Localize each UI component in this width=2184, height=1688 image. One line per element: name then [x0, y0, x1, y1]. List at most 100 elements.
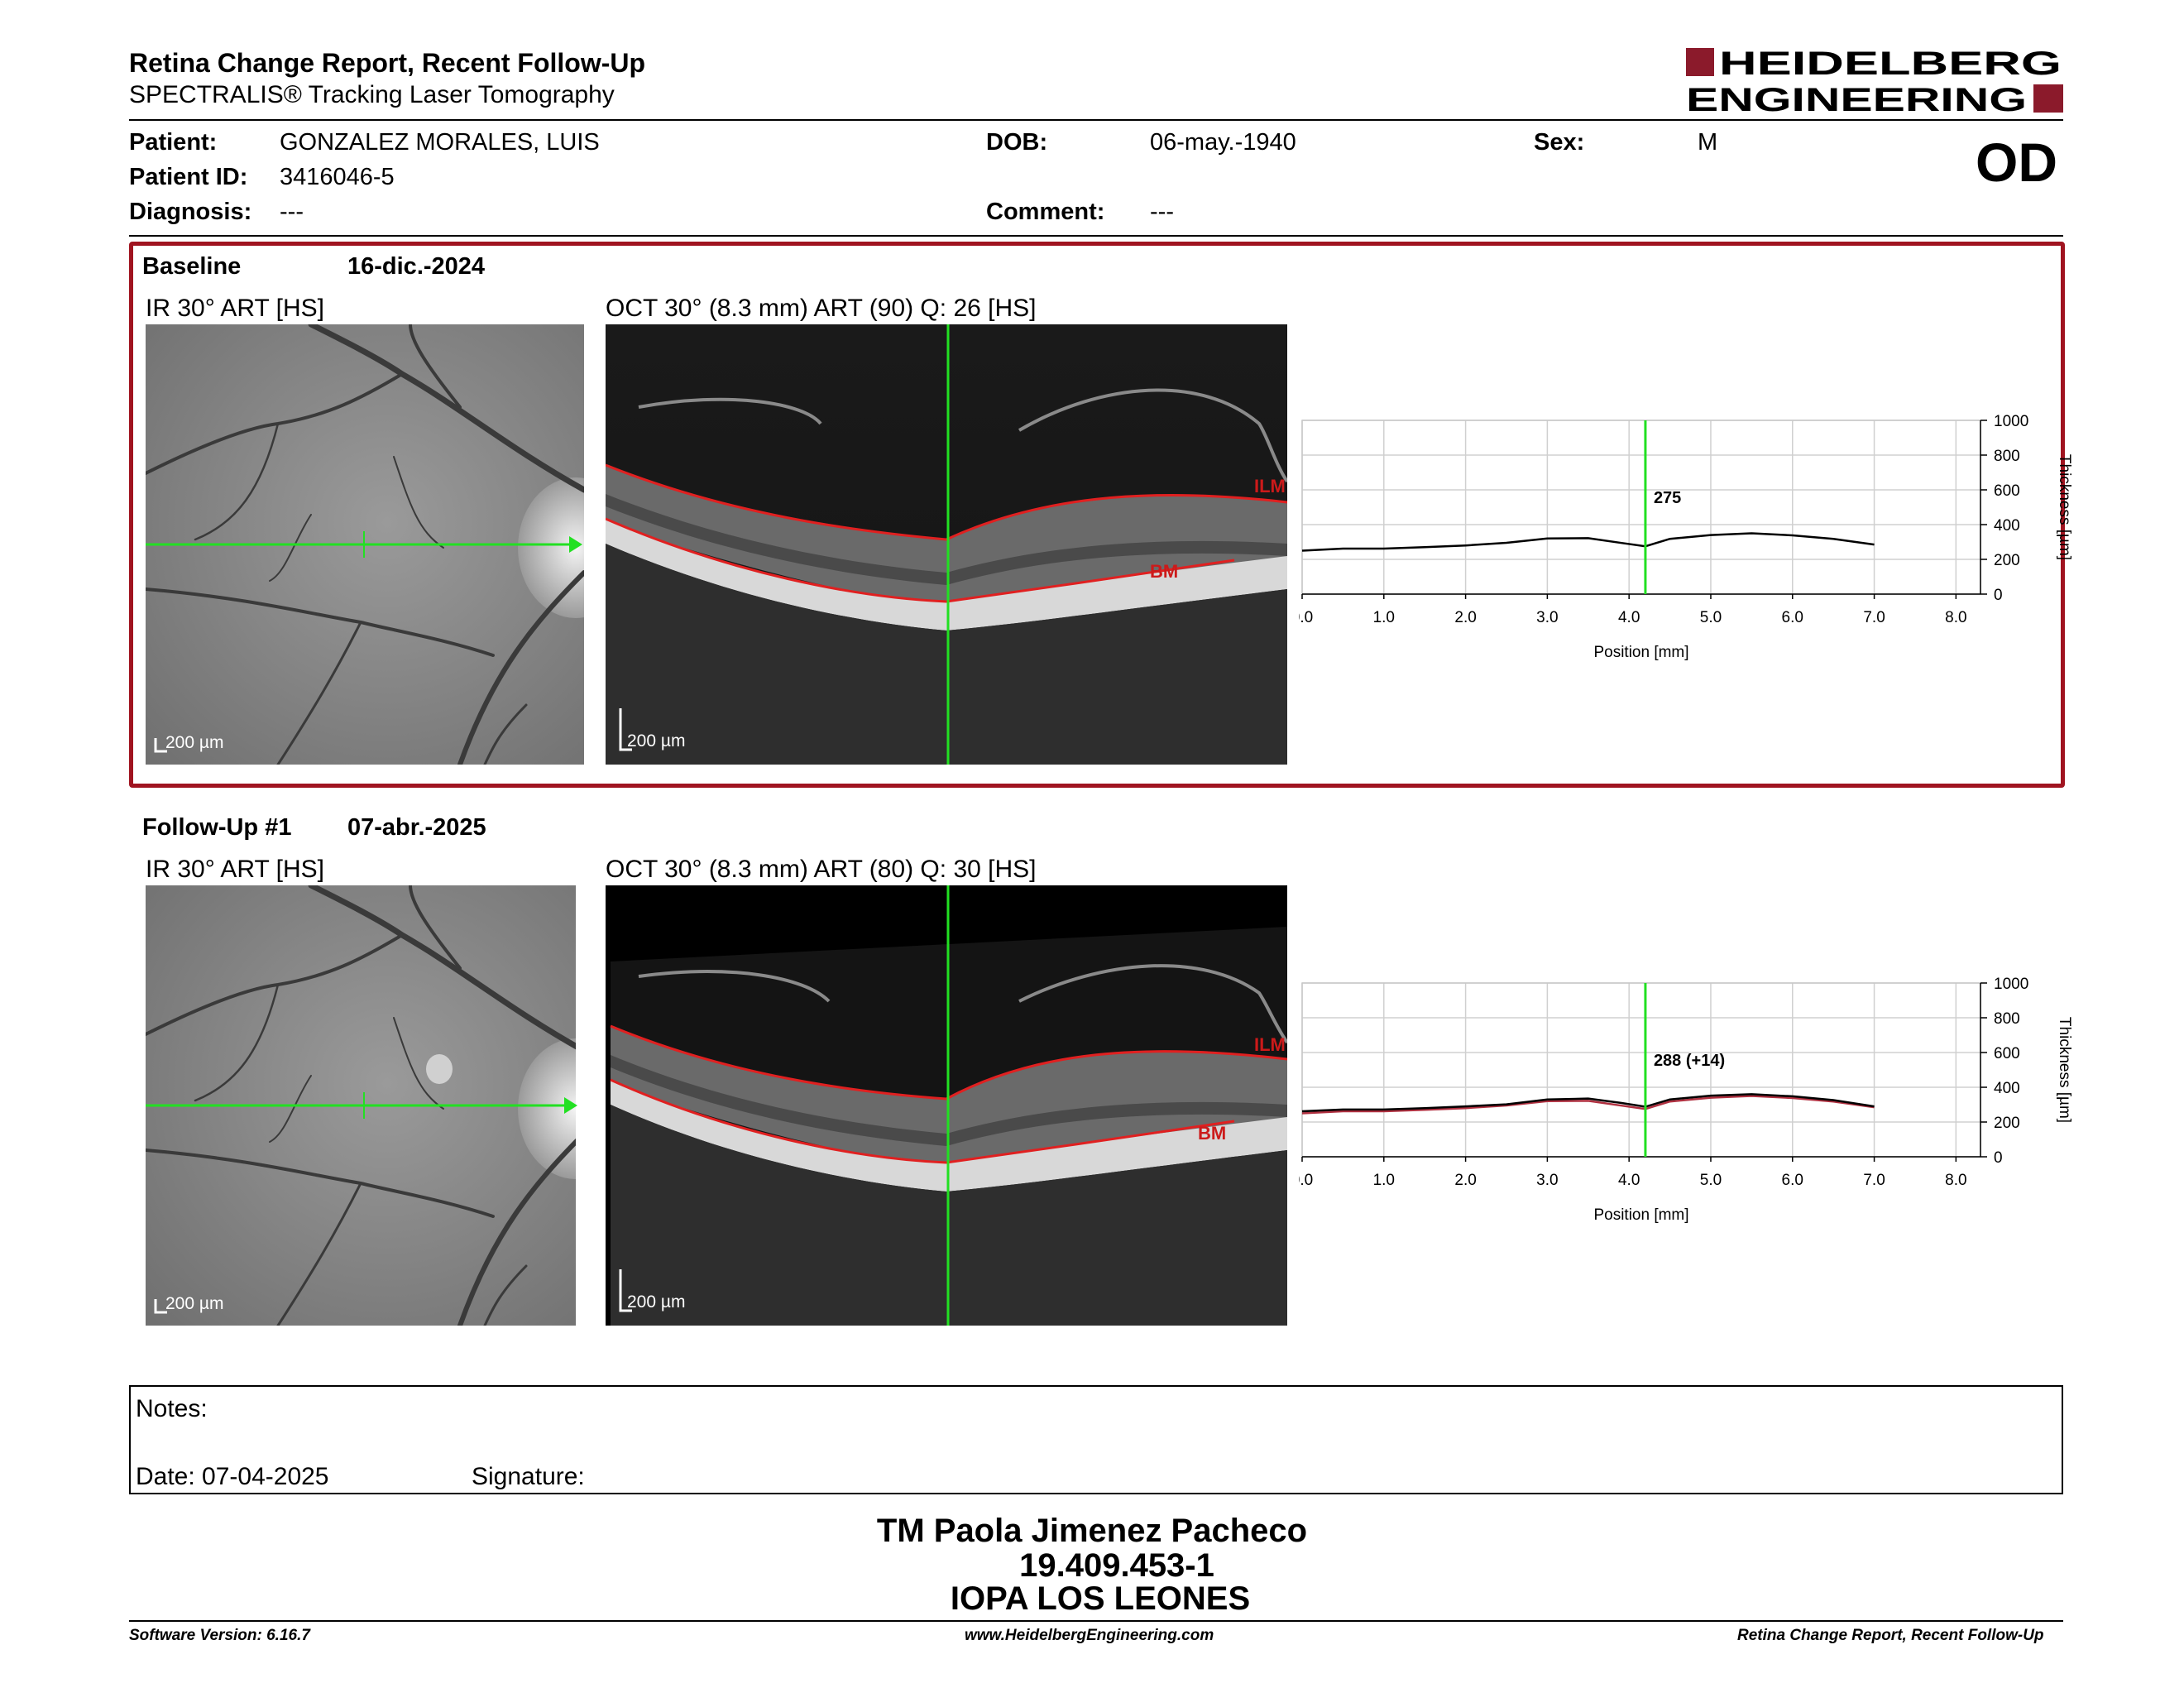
patient-divider: [129, 235, 2063, 237]
notes-date: Date: 07-04-2025: [136, 1463, 329, 1490]
scale-bar-icon: [154, 1299, 167, 1314]
y-tick-label: 600: [1994, 482, 2020, 500]
comment-value: ---: [1150, 199, 1174, 225]
ilm-label: ILM: [1254, 476, 1286, 496]
notes-box: [129, 1385, 2063, 1494]
x-tick-label: 2.0: [1454, 1172, 1476, 1189]
followup-oct-caption: OCT 30° (8.3 mm) ART (80) Q: 30 [HS]: [606, 856, 1037, 883]
plot-frame: [1301, 420, 1981, 595]
footer-report-name: Retina Change Report, Recent Follow-Up: [1737, 1627, 2044, 1644]
website-link[interactable]: www.HeidelbergEngineering.com: [965, 1627, 1214, 1644]
x-tick-label: 3.0: [1536, 609, 1558, 626]
oct-scale-label: 200 µm: [627, 1292, 685, 1312]
patient-label: Patient:: [129, 129, 218, 156]
thickness-series-line: [1301, 1093, 1875, 1113]
signatory-org: IOPA LOS LEONES: [950, 1580, 1251, 1617]
x-tick-label: 4.0: [1618, 1172, 1640, 1189]
ilm-line: [606, 463, 1287, 541]
signature-label: Signature:: [472, 1463, 585, 1490]
y-tick-label: 200: [1994, 552, 2020, 569]
ilm-line: [610, 1024, 1287, 1101]
x-tick-label: 3.0: [1536, 1172, 1558, 1189]
report-title: Retina Change Report, Recent Follow-Up: [129, 48, 646, 78]
y-tick-label: 400: [1994, 1080, 2020, 1097]
x-axis-label: Position [mm]: [1593, 1206, 1688, 1224]
heidelberg-logo: HEIDELBERG ENGINEERING: [1686, 46, 2063, 114]
followup-thickness-chart: 0.0 1.0 2.0 3.0 4.0 5.0 6.0 7.0 8.0 0 200 400 600 800…: [1299, 976, 2073, 1224]
y-tick-label: 1000: [1994, 976, 2028, 993]
thickness-series-line: [1301, 532, 1875, 552]
software-version: Software Version: 6.16.7: [129, 1627, 310, 1644]
header-divider: [129, 119, 2063, 121]
baseline-oct-caption: OCT 30° (8.3 mm) ART (90) Q: 26 [HS]: [606, 295, 1037, 322]
marker-thickness-label: 288 (+14): [1654, 1052, 1725, 1070]
optic-disc: [518, 477, 584, 618]
y-tick-label: 0: [1994, 587, 2003, 604]
y-tick-label: 400: [1994, 517, 2020, 535]
x-tick-label: 5.0: [1700, 1172, 1722, 1189]
ir-scale-label: 200 µm: [165, 733, 223, 752]
x-tick-label: 4.0: [1618, 609, 1640, 626]
patient-id: 3416046-5: [280, 164, 395, 190]
logo-square-bottom: [2033, 84, 2063, 113]
x-tick-label: 0.0: [1299, 609, 1313, 626]
thickness-series-line: [1301, 1095, 1875, 1115]
baseline-label: Baseline: [142, 253, 242, 280]
followup-ir-caption: IR 30° ART [HS]: [146, 856, 324, 883]
plot-frame: [1301, 982, 1981, 1158]
optic-disc: [518, 1038, 584, 1179]
scan-arrow-icon: [569, 536, 582, 553]
logo-line1: HEIDELBERG: [1719, 46, 2062, 82]
y-tick-label: 0: [1994, 1149, 2003, 1167]
x-tick-label: 7.0: [1863, 609, 1885, 626]
bm-label: BM: [1150, 561, 1178, 582]
baseline-thickness-chart: 0.0 1.0 2.0 3.0 4.0 5.0 6.0 7.0 8.0 0 200 400 600 800…: [1299, 413, 2073, 661]
report-subtitle: SPECTRALIS® Tracking Laser Tomography: [129, 81, 615, 108]
eye-indicator: OD: [1976, 132, 2057, 193]
followup-oct-image: ILM BM 200 µm: [606, 885, 1287, 1326]
diagnosis-label: Diagnosis:: [129, 199, 252, 225]
dob-value: 06-may.-1940: [1150, 129, 1296, 156]
y-tick-label: 800: [1994, 448, 2020, 465]
comment-label: Comment:: [986, 199, 1105, 225]
ilm-label: ILM: [1254, 1034, 1286, 1055]
x-tick-label: 5.0: [1700, 609, 1722, 626]
x-tick-label: 6.0: [1782, 1172, 1803, 1189]
y-tick-label: 200: [1994, 1115, 2020, 1132]
followup-label: Follow-Up #1: [142, 814, 292, 841]
x-tick-label: 2.0: [1454, 609, 1476, 626]
sex-label: Sex:: [1534, 129, 1585, 156]
baseline-oct-image: ILM BM 200 µm: [606, 324, 1287, 765]
bm-line: [606, 517, 1235, 603]
marker-thickness-label: 275: [1654, 489, 1681, 507]
notes-label: Notes:: [136, 1395, 208, 1422]
footer-divider: [129, 1620, 2063, 1622]
bm-line: [610, 1078, 1235, 1164]
dob-label: DOB:: [986, 129, 1048, 156]
scale-bar-icon: [154, 738, 167, 753]
x-tick-label: 7.0: [1863, 1172, 1885, 1189]
sex-value: M: [1698, 129, 1718, 156]
followup-date: 07-abr.-2025: [347, 814, 486, 841]
x-tick-label: 8.0: [1945, 1172, 1966, 1189]
logo-line2: ENGINEERING: [1686, 82, 2027, 114]
scan-arrow-icon: [564, 1097, 577, 1114]
y-axis-label: Thickness [µm]: [2056, 454, 2073, 560]
signatory-name: TM Paola Jimenez Pacheco: [876, 1513, 1308, 1549]
patient-name: GONZALEZ MORALES, LUIS: [280, 129, 600, 156]
x-tick-label: 1.0: [1373, 609, 1395, 626]
followup-ir-image: 200 µm: [146, 885, 584, 1326]
ir-scale-label: 200 µm: [165, 1294, 223, 1313]
x-tick-label: 1.0: [1373, 1172, 1395, 1189]
baseline-ir-image: 200 µm: [146, 324, 584, 765]
x-tick-label: 8.0: [1945, 609, 1966, 626]
baseline-ir-caption: IR 30° ART [HS]: [146, 295, 324, 322]
scale-bar-icon: [619, 1269, 632, 1312]
y-axis-label: Thickness [µm]: [2056, 1017, 2073, 1123]
logo-square-top: [1686, 48, 1714, 76]
y-tick-label: 800: [1994, 1010, 2020, 1028]
x-tick-label: 0.0: [1299, 1172, 1313, 1189]
y-tick-label: 1000: [1994, 413, 2028, 430]
x-axis-label: Position [mm]: [1593, 644, 1688, 661]
x-tick-label: 6.0: [1782, 609, 1803, 626]
